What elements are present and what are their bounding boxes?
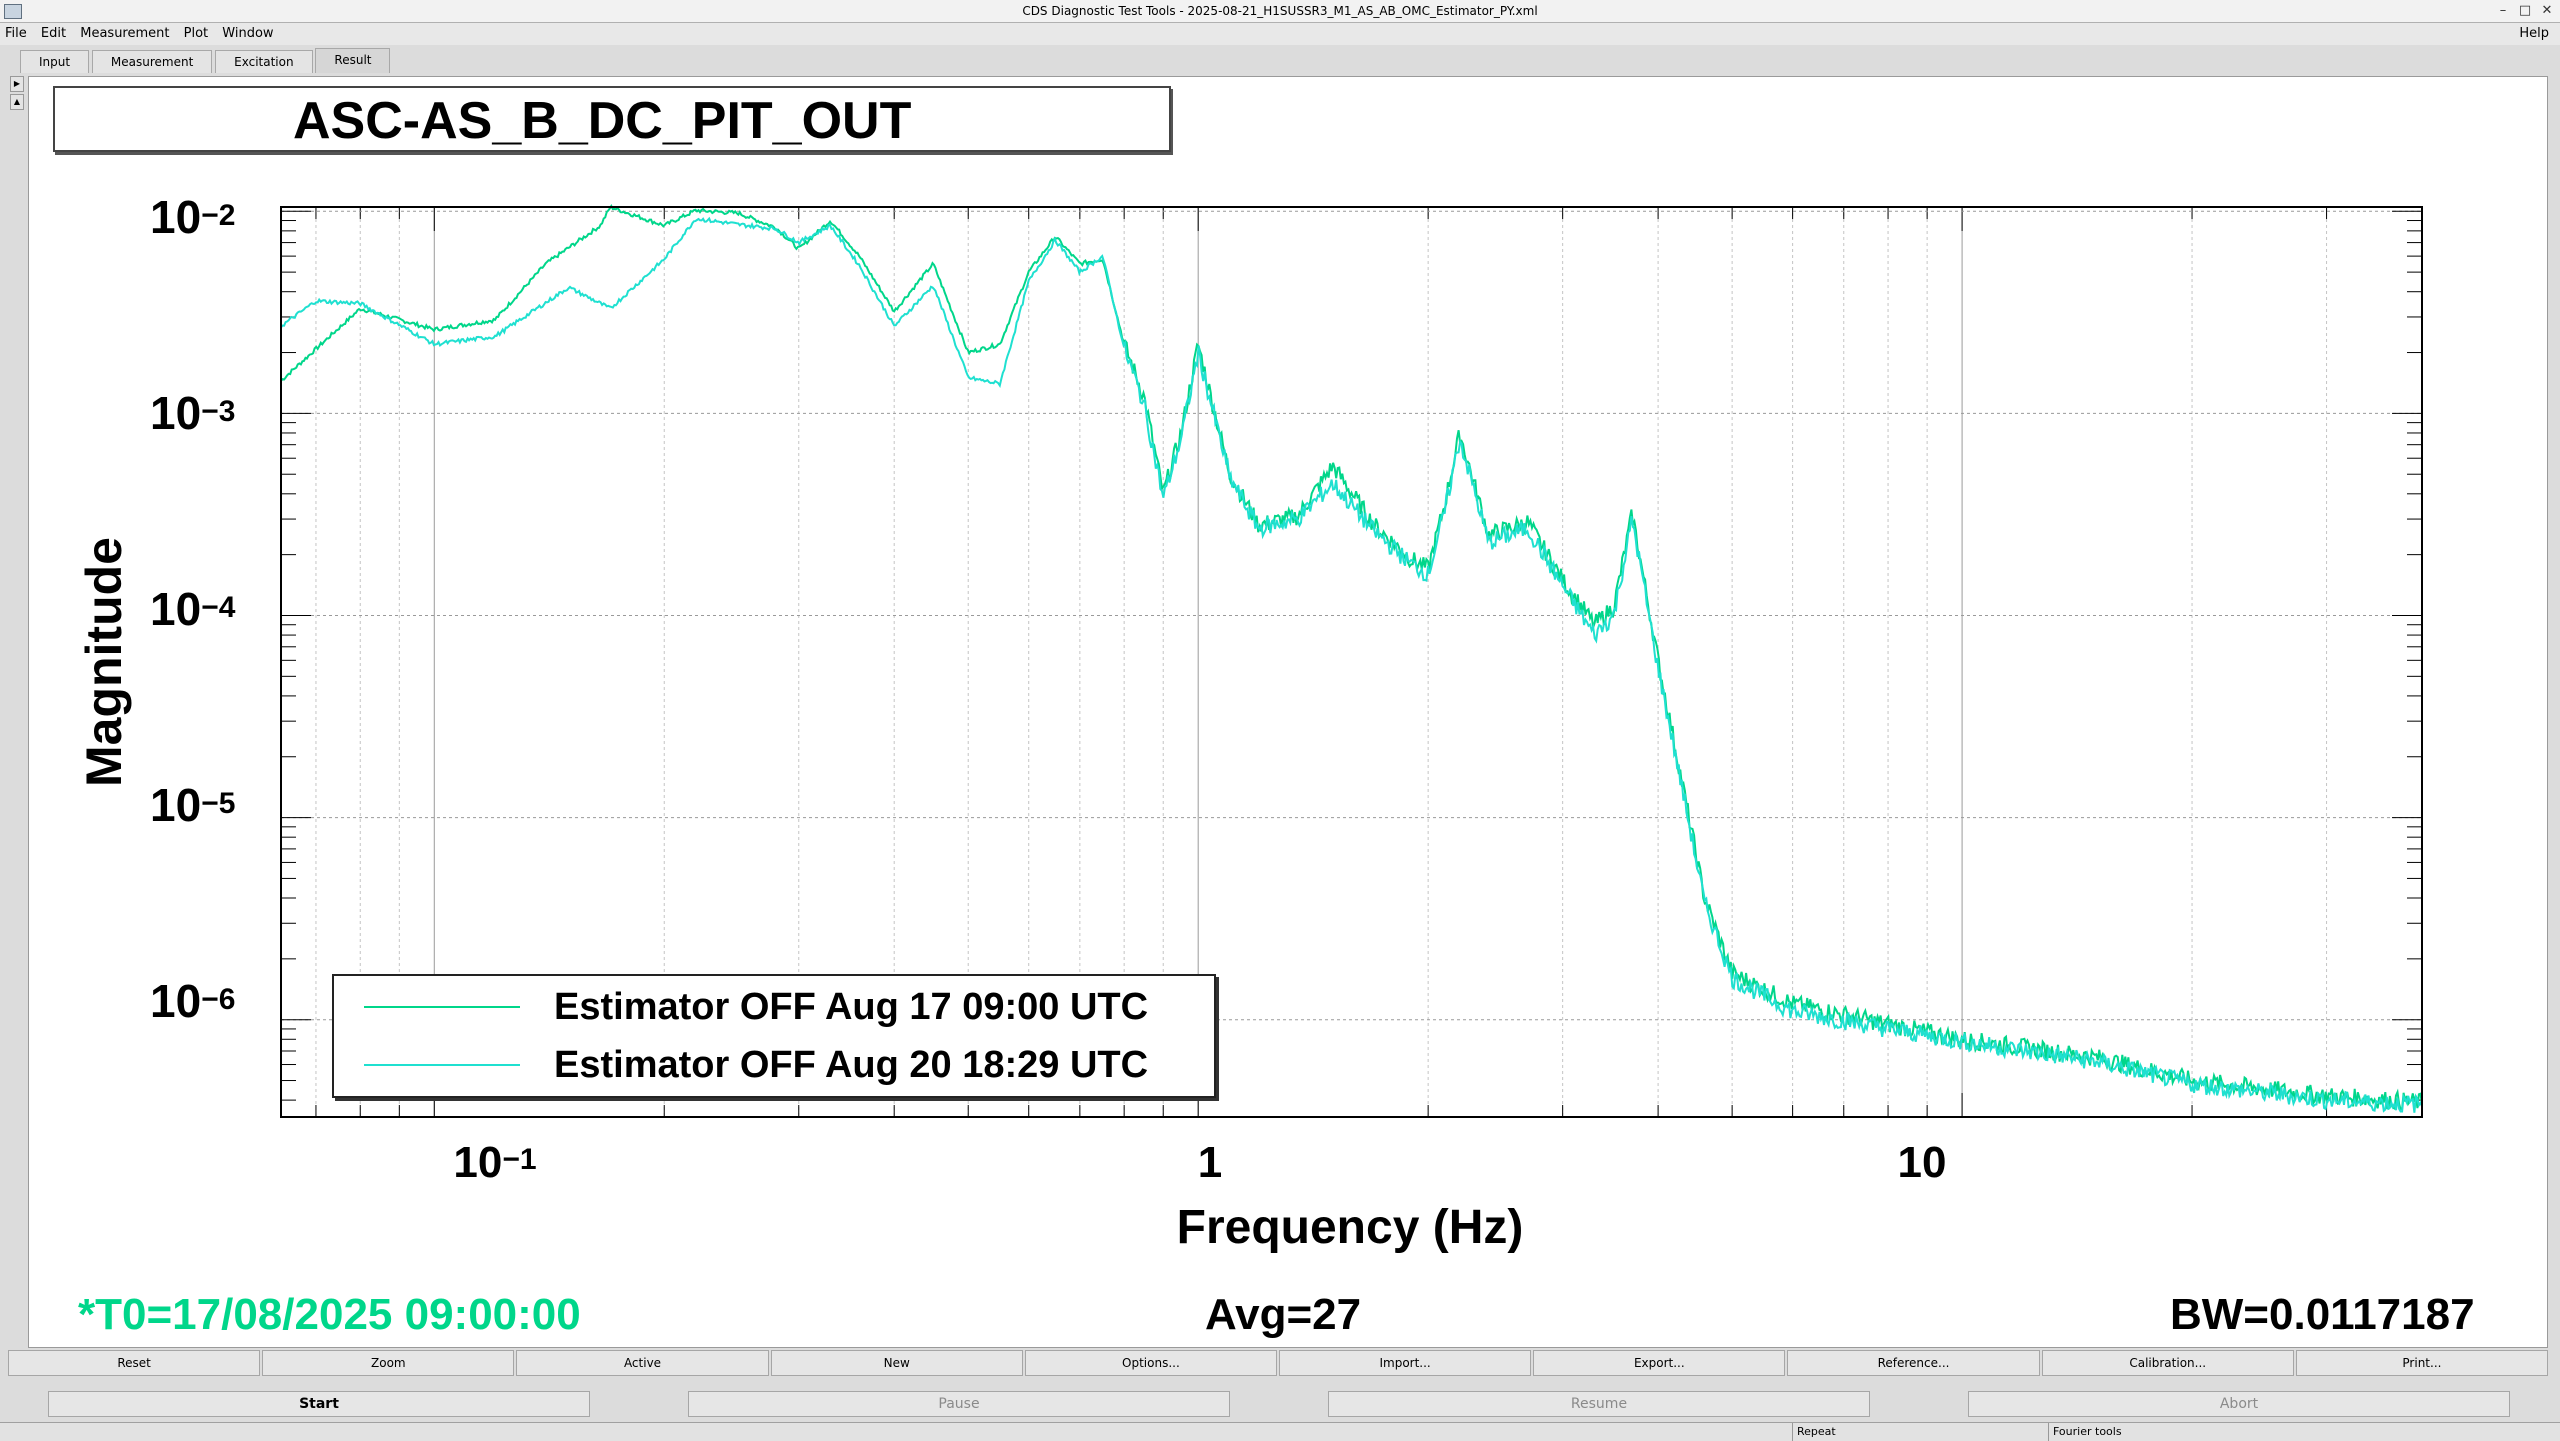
- plot-axes-frame: [280, 206, 2423, 1118]
- import-button[interactable]: Import...: [1279, 1350, 1532, 1376]
- y-tick-label: 10−3: [150, 387, 236, 439]
- legend-line-swatch: [364, 1006, 520, 1008]
- plot-pad[interactable]: [28, 76, 2548, 1348]
- x-axis-label: Frequency (Hz): [1176, 1201, 1524, 1254]
- x-tick-label: 10: [1897, 1138, 1947, 1187]
- menu-plot[interactable]: Plot: [183, 26, 209, 41]
- calibration-button[interactable]: Calibration...: [2041, 1350, 2294, 1376]
- maximize-icon[interactable]: □: [2518, 3, 2532, 18]
- pause-button[interactable]: Pause: [688, 1391, 1230, 1417]
- resume-button[interactable]: Resume: [1328, 1391, 1870, 1417]
- print-button[interactable]: Print...: [2295, 1350, 2549, 1376]
- menu-measurement[interactable]: Measurement: [80, 26, 170, 41]
- tab-bar: Input Measurement Excitation Result: [20, 48, 391, 74]
- arrow-up-icon[interactable]: ▲: [10, 94, 24, 110]
- t0-readout: *T0=17/08/2025 09:00:00: [78, 1290, 581, 1339]
- menu-edit[interactable]: Edit: [40, 26, 67, 41]
- active-button[interactable]: Active: [516, 1350, 769, 1376]
- start-button[interactable]: Start: [48, 1391, 590, 1417]
- x-tick-label: 1: [1197, 1138, 1223, 1187]
- series-line-2: [280, 216, 2423, 1113]
- bw-readout: BW=0.0117187: [2170, 1290, 2475, 1339]
- new-button[interactable]: New: [770, 1350, 1023, 1376]
- legend-label: Estimator OFF Aug 20 18:29 UTC: [554, 1044, 1149, 1086]
- minimize-icon[interactable]: –: [2499, 3, 2507, 18]
- y-tick-label: 10−6: [150, 975, 236, 1027]
- options-button[interactable]: Options...: [1024, 1350, 1278, 1376]
- repeat-status: Repeat: [1792, 1423, 2047, 1441]
- export-button[interactable]: Export...: [1533, 1350, 1786, 1376]
- abort-button[interactable]: Abort: [1968, 1391, 2510, 1417]
- menu-window[interactable]: Window: [222, 26, 274, 41]
- panel-scroll-arrows: ▶ ▲: [10, 76, 24, 112]
- y-tick-label: 10−2: [150, 191, 236, 243]
- plot-grid: [281, 207, 2423, 1117]
- plot-button-bar: Reset Zoom Active New Options... Import.…: [8, 1350, 2550, 1376]
- reference-button[interactable]: Reference...: [1787, 1350, 2040, 1376]
- reset-button[interactable]: Reset: [8, 1350, 261, 1376]
- x-tick-label: 10−1: [453, 1138, 537, 1187]
- menu-file[interactable]: File: [5, 26, 27, 41]
- tab-result[interactable]: Result: [315, 48, 391, 73]
- menu-help[interactable]: Help: [2519, 26, 2549, 41]
- plot-legend[interactable]: Estimator OFF Aug 17 09:00 UTC Estimator…: [332, 974, 1216, 1098]
- avg-readout: Avg=27: [1205, 1290, 1362, 1339]
- tab-excitation[interactable]: Excitation: [215, 50, 313, 73]
- plot-series: [280, 203, 2423, 1113]
- tab-measurement[interactable]: Measurement: [91, 50, 213, 73]
- window-title: CDS Diagnostic Test Tools - 2025-08-21_H…: [1022, 4, 1538, 18]
- y-tick-label: 10−5: [150, 779, 236, 831]
- app-icon: [4, 4, 22, 19]
- arrow-right-icon[interactable]: ▶: [10, 76, 24, 92]
- zoom-button[interactable]: Zoom: [262, 1350, 515, 1376]
- legend-label: Estimator OFF Aug 17 09:00 UTC: [554, 986, 1149, 1028]
- run-control-bar: Start Pause Resume Abort: [48, 1391, 2510, 1417]
- window-title-bar: CDS Diagnostic Test Tools - 2025-08-21_H…: [0, 0, 2560, 23]
- y-axis-label: Magnitude: [76, 537, 132, 787]
- tab-input[interactable]: Input: [20, 50, 90, 73]
- plot-title: ASC-AS_B_DC_PIT_OUT: [53, 86, 1171, 152]
- fourier-tools-status: Fourier tools: [2048, 1423, 2303, 1441]
- legend-entry: Estimator OFF Aug 20 18:29 UTC: [334, 1036, 1214, 1094]
- status-bar: Repeat Fourier tools: [0, 1422, 2560, 1441]
- y-tick-label: 10−4: [150, 583, 236, 635]
- legend-entry: Estimator OFF Aug 17 09:00 UTC: [334, 978, 1214, 1036]
- close-icon[interactable]: ✕: [2541, 3, 2553, 18]
- menu-bar: File Edit Measurement Plot Window Help: [0, 23, 2560, 45]
- legend-line-swatch: [364, 1064, 520, 1066]
